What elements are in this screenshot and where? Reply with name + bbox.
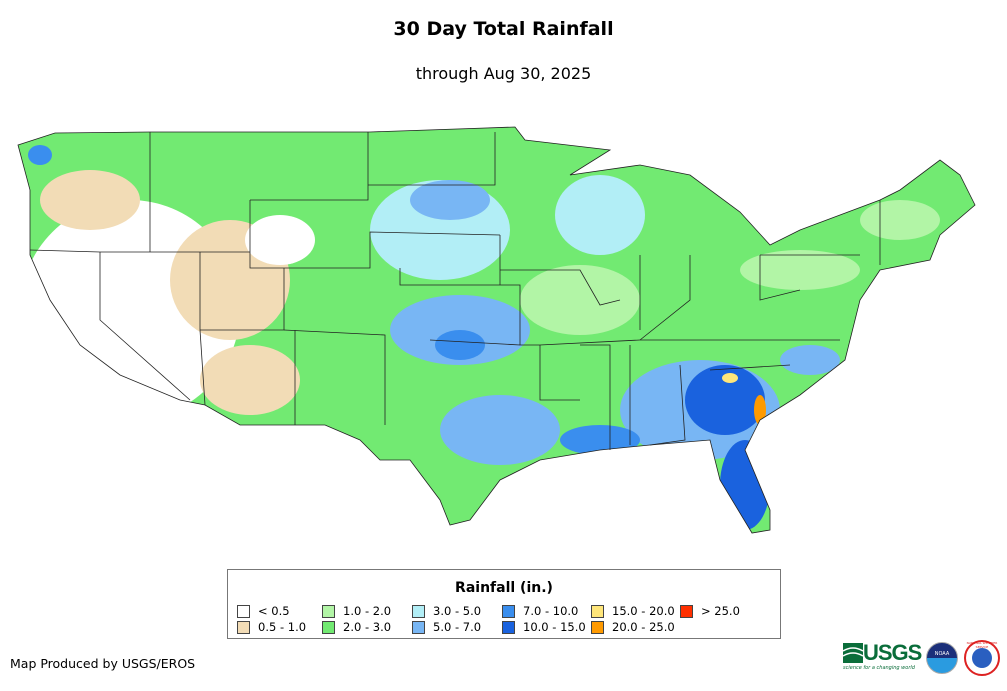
legend-label: 3.0 - 5.0 bbox=[433, 604, 482, 618]
legend-swatch bbox=[412, 620, 425, 634]
legend-title: Rainfall (in.) bbox=[455, 580, 553, 596]
nws-logo: NATIONAL WEATHER SERVICE bbox=[964, 640, 1000, 676]
legend-item: < 0.5 bbox=[237, 604, 290, 618]
legend-swatch bbox=[591, 604, 604, 618]
state-boundaries bbox=[17, 126, 976, 534]
legend-swatch bbox=[680, 604, 693, 618]
legend-item: 1.0 - 2.0 bbox=[322, 604, 391, 618]
legend-label: > 25.0 bbox=[701, 604, 740, 618]
legend: Rainfall (in.) < 0.5 0.5 - 1.0 1.0 - 2.0 2.… bbox=[227, 569, 781, 639]
map-title: 30 Day Total Rainfall bbox=[393, 18, 614, 40]
legend-label: 5.0 - 7.0 bbox=[433, 620, 482, 634]
legend-item: 20.0 - 25.0 bbox=[591, 620, 675, 634]
usgs-wave-icon bbox=[842, 643, 864, 663]
legend-label: < 0.5 bbox=[258, 604, 290, 618]
legend-swatch bbox=[322, 604, 335, 618]
legend-item: 0.5 - 1.0 bbox=[237, 620, 306, 634]
legend-label: 2.0 - 3.0 bbox=[343, 620, 392, 634]
legend-swatch bbox=[412, 604, 425, 618]
legend-swatch bbox=[591, 620, 604, 634]
legend-item: > 25.0 bbox=[680, 604, 740, 618]
legend-item: 15.0 - 20.0 bbox=[591, 604, 675, 618]
legend-label: 1.0 - 2.0 bbox=[343, 604, 392, 618]
legend-item: 7.0 - 10.0 bbox=[502, 604, 578, 618]
legend-label: 10.0 - 15.0 bbox=[523, 620, 586, 634]
legend-swatch bbox=[502, 604, 515, 618]
legend-item: 2.0 - 3.0 bbox=[322, 620, 391, 634]
legend-label: 15.0 - 20.0 bbox=[612, 604, 675, 618]
legend-item: 5.0 - 7.0 bbox=[412, 620, 481, 634]
legend-label: 0.5 - 1.0 bbox=[258, 620, 307, 634]
usgs-logo: USGS science for a changing world bbox=[842, 640, 922, 671]
legend-swatch bbox=[237, 620, 250, 634]
noaa-logo: NOAA bbox=[926, 642, 958, 674]
legend-item: 10.0 - 15.0 bbox=[502, 620, 586, 634]
credit-text: Map Produced by USGS/EROS bbox=[10, 656, 196, 671]
legend-swatch bbox=[237, 604, 250, 618]
legend-item: 3.0 - 5.0 bbox=[412, 604, 481, 618]
map-subtitle: through Aug 30, 2025 bbox=[415, 64, 592, 83]
legend-label: 20.0 - 25.0 bbox=[612, 620, 675, 634]
legend-swatch bbox=[322, 620, 335, 634]
legend-swatch bbox=[502, 620, 515, 634]
us-rainfall-map bbox=[17, 126, 976, 534]
rainfall-fill bbox=[18, 127, 975, 533]
legend-label: 7.0 - 10.0 bbox=[523, 604, 579, 618]
